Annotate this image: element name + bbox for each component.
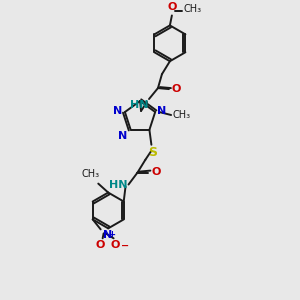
Text: HN: HN [130,100,148,110]
Text: O: O [111,240,120,250]
Text: S: S [148,146,157,159]
Text: O: O [96,240,105,250]
Text: CH₃: CH₃ [81,169,99,178]
Text: O: O [172,84,181,94]
Text: N: N [103,230,112,240]
Text: O: O [152,167,161,177]
Text: O: O [167,2,177,13]
Text: N: N [118,131,128,141]
Text: CH₃: CH₃ [172,110,190,120]
Text: −: − [121,241,129,251]
Text: N: N [157,106,167,116]
Text: HN: HN [109,179,128,190]
Text: N: N [113,106,122,116]
Text: +: + [109,230,116,239]
Text: CH₃: CH₃ [184,4,202,14]
